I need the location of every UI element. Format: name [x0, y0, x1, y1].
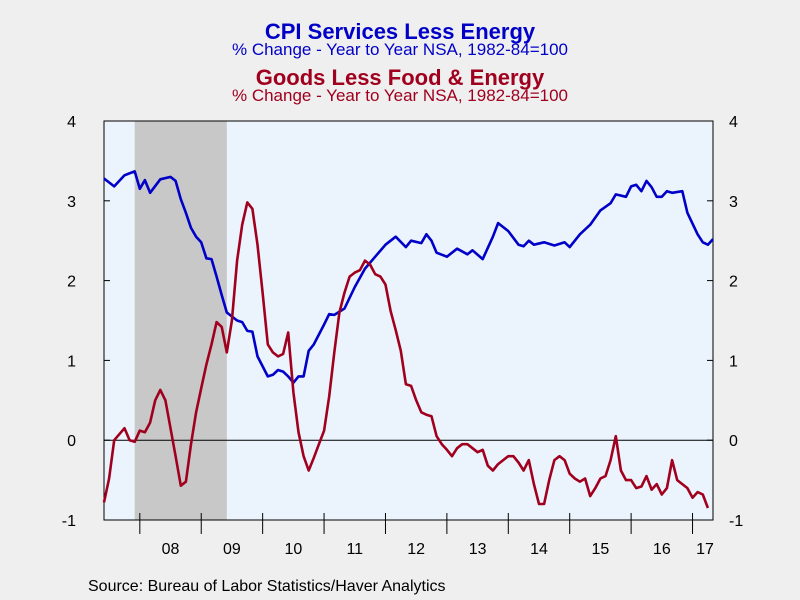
x-tick-label: 12	[407, 541, 425, 558]
chart-title-2: Goods Less Food & Energy	[255, 65, 545, 90]
y-tick-label-right: 0	[729, 433, 738, 450]
y-tick-label-right: 4	[729, 114, 738, 131]
chart-title-1: CPI Services Less Energy	[264, 19, 536, 44]
x-tick-label: 11	[346, 541, 363, 558]
x-tick-label: 08	[162, 541, 180, 558]
y-tick-label-right: 1	[729, 353, 738, 370]
y-tick-label-right: 3	[729, 194, 738, 211]
x-tick-label: 15	[592, 541, 610, 558]
source-note: Source: Bureau of Labor Statistics/Haver…	[88, 578, 446, 595]
y-tick-label-left: -1	[62, 513, 76, 530]
y-tick-label-left: 4	[67, 114, 76, 131]
y-tick-label-right: 2	[729, 274, 738, 291]
x-tick-label: 14	[530, 541, 548, 558]
recession-shade	[134, 121, 227, 520]
y-tick-label-left: 2	[67, 274, 76, 291]
y-tick-label-left: 0	[67, 433, 76, 450]
y-tick-label-right: -1	[729, 513, 743, 530]
series-line-2	[102, 201, 710, 509]
x-tick-label: 13	[469, 541, 487, 558]
x-tick-label: 16	[653, 541, 671, 558]
y-tick-label-left: 1	[67, 353, 76, 370]
chart-subtitle-2: % Change - Year to Year NSA, 1982-84=100	[231, 86, 568, 105]
x-tick-label: 09	[223, 541, 241, 558]
x-tick-label: 10	[284, 541, 302, 558]
plot-border	[103, 120, 714, 521]
chart-subtitle-1: % Change - Year to Year NSA, 1982-84=100	[231, 40, 568, 59]
y-tick-label-left: 3	[67, 194, 76, 211]
series-line-1	[103, 170, 714, 384]
x-tick-label: 17	[696, 541, 714, 558]
